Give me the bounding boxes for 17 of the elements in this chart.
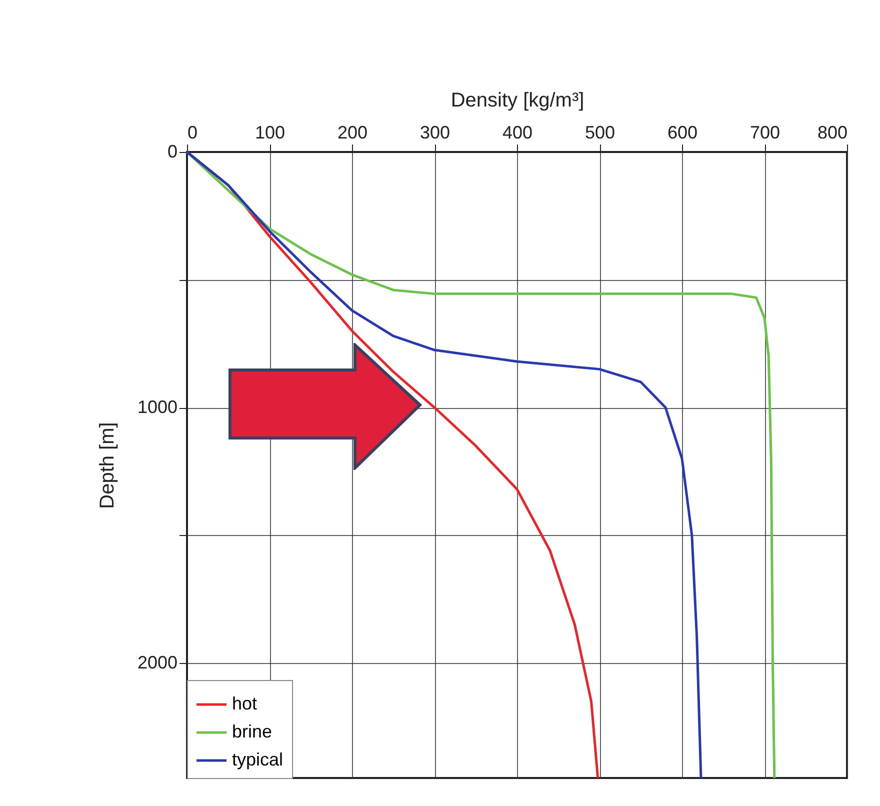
legend-label: brine xyxy=(232,722,272,742)
y-axis-title: Depth [m] xyxy=(96,422,118,509)
x-tick-label: 500 xyxy=(584,122,616,142)
x-axis-title: Density [kg/m³] xyxy=(450,90,584,112)
legend-label: typical xyxy=(232,750,284,770)
x-tick-label: 800 xyxy=(817,122,848,142)
x-tick-label: 100 xyxy=(254,122,286,142)
x-tick-label: 200 xyxy=(337,122,368,142)
x-tick-label: 400 xyxy=(502,122,533,142)
x-tick-label: 0 xyxy=(188,122,198,142)
x-tick-label: 600 xyxy=(667,122,698,142)
legend-label: hot xyxy=(232,694,258,714)
y-tick-label: 2000 xyxy=(137,652,178,673)
x-tick-label: 300 xyxy=(420,122,450,142)
y-tick-label: 0 xyxy=(167,142,178,162)
y-tick-label: 1000 xyxy=(137,397,178,418)
x-tick-label: 700 xyxy=(750,122,780,142)
